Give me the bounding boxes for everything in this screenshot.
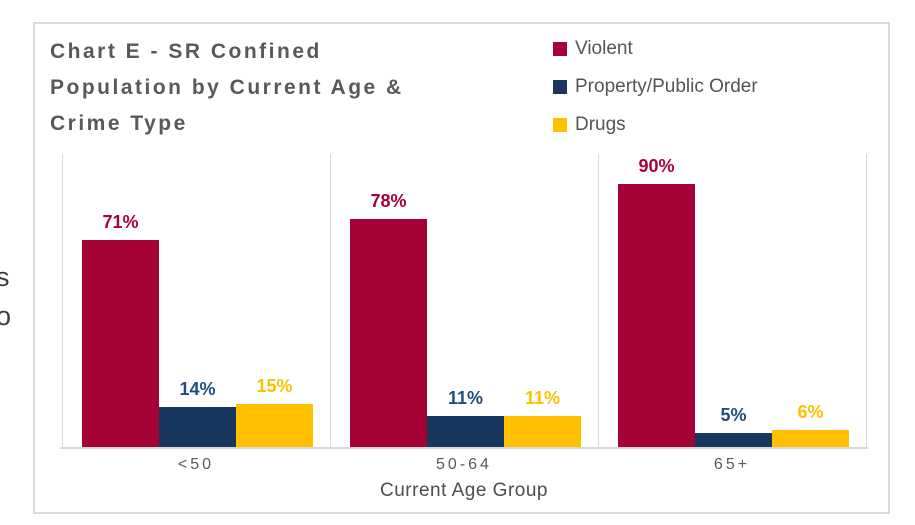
bar-value-label: 5% [720, 405, 747, 425]
legend-item-property-public-order: Property/Public Order [553, 68, 758, 106]
vertical-gridline [598, 154, 599, 448]
vertical-gridline [62, 154, 63, 448]
bar-value-label: 15% [256, 376, 293, 396]
bar-value-label: 90% [638, 156, 675, 176]
chart-title-line-2: Population by Current Age & [50, 76, 404, 99]
bar-value-label: 78% [370, 191, 407, 211]
chart-title-line-3: Crime Type [50, 112, 188, 135]
bar-value-label: 6% [797, 402, 824, 422]
x-axis-ticks: <50 50-64 65+ [62, 456, 866, 478]
legend-item-drugs: Drugs [553, 106, 758, 144]
cropped-left-edge-text-2: o [0, 301, 12, 331]
chart-title: Chart E - SR Confined Population by Curr… [50, 34, 540, 142]
bar-property-public-order-50-64 [427, 416, 504, 448]
legend-item-violent: Violent [553, 30, 758, 68]
legend-swatch-icon [553, 118, 567, 132]
vertical-gridline [330, 154, 331, 448]
x-tick-label: 50-64 [436, 456, 492, 473]
x-axis-line [60, 447, 868, 449]
bar-value-label: 71% [102, 212, 139, 232]
x-axis-title: Current Age Group [380, 480, 548, 501]
legend-label: Violent [575, 38, 633, 59]
legend-swatch-icon [553, 42, 567, 56]
vertical-gridline [866, 154, 867, 448]
bar-property-public-order-65- [695, 433, 772, 448]
bar-value-label: 11% [447, 388, 484, 408]
bar-drugs-50-64 [504, 416, 581, 448]
bar-violent-50-64 [350, 219, 427, 448]
bar-violent-65- [618, 184, 695, 448]
bar-property-public-order--50 [159, 407, 236, 448]
cropped-left-edge-text-1: s [0, 262, 10, 292]
plot-area: 71% 14% 15% 78% 11% 11% 90% 5% 6% [62, 154, 867, 448]
chart-title-line-1: Chart E - SR Confined [50, 40, 322, 63]
chart-legend: Violent Property/Public Order Drugs [553, 30, 758, 144]
legend-label: Property/Public Order [575, 76, 758, 97]
bar-violent--50 [82, 240, 159, 448]
x-tick-label: <50 [177, 456, 215, 473]
bar-drugs--50 [236, 404, 313, 448]
bar-value-label: 14% [179, 379, 216, 399]
bar-drugs-65- [772, 430, 849, 448]
bar-value-label: 11% [524, 388, 561, 408]
legend-swatch-icon [553, 80, 567, 94]
x-tick-label: 65+ [713, 456, 751, 473]
chart-card: Chart E - SR Confined Population by Curr… [33, 22, 890, 514]
legend-label: Drugs [575, 114, 626, 135]
